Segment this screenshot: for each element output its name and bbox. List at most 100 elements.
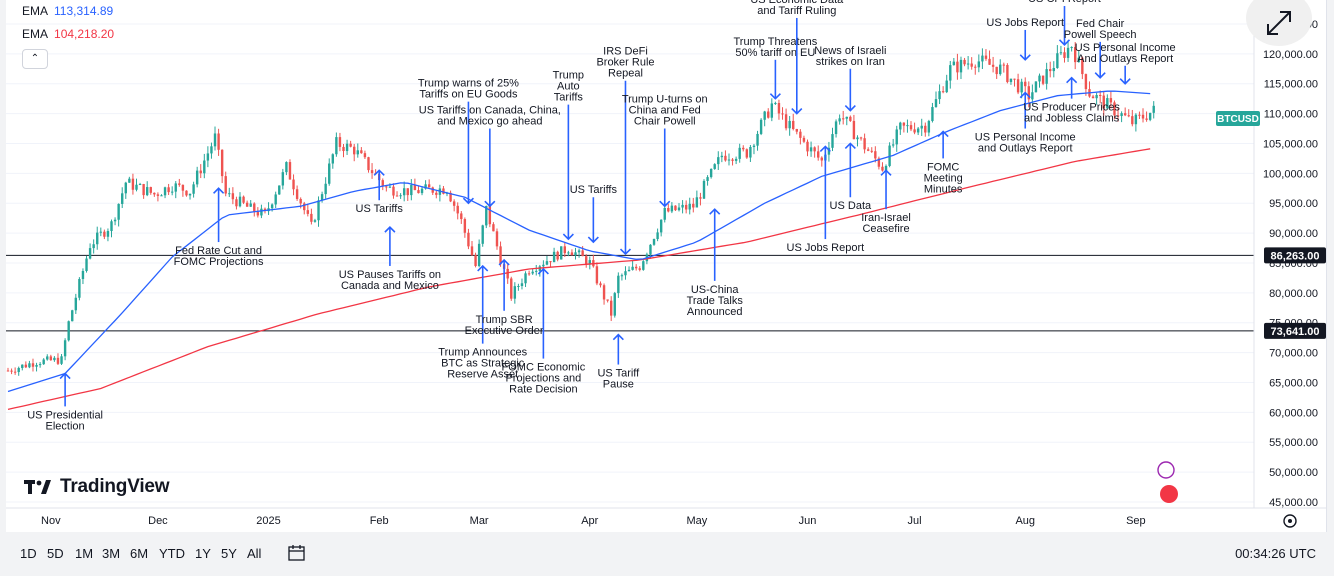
- candle-body: [192, 184, 195, 194]
- alert-badge-icon[interactable]: [1157, 461, 1175, 479]
- tradingview-logo[interactable]: TradingView: [24, 476, 170, 498]
- candle-body: [702, 180, 706, 199]
- candle-body: [1070, 47, 1073, 49]
- candle-body: [606, 299, 609, 301]
- ema-slow-legend[interactable]: EMA 104,218.20: [22, 27, 114, 41]
- candle-body: [1134, 114, 1138, 125]
- candle-body: [303, 203, 306, 211]
- expand-chart-button[interactable]: [1246, 0, 1312, 46]
- collapse-legend-button[interactable]: ⌃: [22, 49, 48, 69]
- range-3m-button[interactable]: 3M: [102, 546, 121, 561]
- range-5d-button[interactable]: 5D: [47, 546, 64, 561]
- annotation-label: US Presidential: [27, 409, 103, 421]
- candle-body: [242, 196, 245, 203]
- range-6m-button[interactable]: 6M: [130, 546, 149, 561]
- candle-body: [652, 239, 656, 245]
- candle-body: [617, 275, 620, 294]
- candle-body: [367, 157, 370, 171]
- candle-body: [817, 151, 820, 158]
- news-badge-icon[interactable]: [1160, 485, 1178, 503]
- annotation-label: Powell Speech: [1064, 29, 1137, 41]
- candle-body: [1098, 95, 1102, 97]
- range-1y-button[interactable]: 1Y: [195, 546, 211, 561]
- candle-body: [402, 188, 406, 196]
- candle-body: [670, 205, 674, 212]
- candle-body: [881, 166, 884, 171]
- range-1m-button[interactable]: 1M: [75, 546, 94, 561]
- y-tick-label: 95,000.00: [1269, 198, 1318, 210]
- x-axis[interactable]: Nov Dec 2025 Feb Mar Apr May Jun Jul Aug Sep: [6, 507, 1326, 527]
- range-5y-button[interactable]: 5Y: [221, 546, 237, 561]
- candle-body: [563, 246, 566, 254]
- settings-icon[interactable]: [1283, 514, 1297, 528]
- candle-body: [1131, 116, 1134, 125]
- candle-body: [178, 183, 181, 185]
- candle-body: [820, 157, 823, 161]
- candle-body: [531, 271, 534, 274]
- candle-body: [1084, 74, 1088, 90]
- candle-body: [784, 114, 788, 129]
- range-all-button[interactable]: All: [247, 546, 262, 561]
- candle-body: [213, 133, 217, 147]
- candle-body: [442, 188, 445, 194]
- candle-body: [627, 269, 631, 272]
- candle-body: [467, 232, 470, 247]
- y-tick-label: 70,000.00: [1269, 348, 1318, 360]
- candle-body: [834, 121, 838, 135]
- annotation-label: US Personal Income: [975, 132, 1076, 144]
- candle-body: [638, 268, 641, 270]
- date-range-icon[interactable]: [287, 544, 307, 562]
- candle-body: [53, 357, 56, 361]
- annotation-label: Trade Talks: [687, 295, 744, 307]
- range-1d-button[interactable]: 1D: [20, 546, 37, 561]
- candle-body: [542, 264, 545, 267]
- ema-slow-value: 104,218.20: [54, 27, 115, 41]
- annotation-label: US Tariff: [597, 368, 640, 380]
- range-ytd-button[interactable]: YTD: [159, 546, 185, 561]
- annotation-label: Reserve Asset: [447, 369, 518, 381]
- candle-body: [956, 61, 959, 73]
- candle-body: [185, 190, 188, 196]
- candle-body: [699, 197, 702, 199]
- candle-body: [1009, 78, 1013, 83]
- annotation-label: US Tariffs on Canada, China,: [419, 105, 561, 117]
- candle-body: [884, 165, 888, 171]
- utc-clock[interactable]: 00:34:26 UTC: [1235, 546, 1316, 561]
- candle-body: [709, 168, 713, 178]
- candle-body: [1113, 102, 1116, 116]
- candle-body: [659, 219, 663, 233]
- candle-body: [749, 147, 752, 158]
- candle-body: [1141, 114, 1145, 119]
- x-tick-label: May: [686, 515, 707, 527]
- ema-fast-legend[interactable]: EMA 113,314.89: [22, 4, 113, 18]
- annotation-arrowhead: [880, 169, 892, 176]
- candle-body: [549, 261, 552, 263]
- y-tick-label: 100,000.00: [1263, 168, 1318, 180]
- chart-panel[interactable]: 86,263.00 73,641.00 US Presidential Electi…: [6, 0, 1327, 532]
- annotation-arrowhead: [213, 187, 225, 194]
- candle-body: [160, 195, 163, 197]
- annotation-arrowhead: [562, 233, 574, 241]
- annotation-label: and Tariff Ruling: [757, 5, 836, 17]
- annotation-arrowhead: [844, 142, 856, 150]
- candle-body: [634, 266, 638, 269]
- annotation-label: Ceasefire: [862, 223, 909, 235]
- candle-body: [1038, 75, 1041, 82]
- candle-body: [499, 246, 502, 265]
- chart-svg[interactable]: 86,263.00 73,641.00 US PresidentialElecti…: [6, 0, 1326, 532]
- candle-body: [88, 248, 92, 259]
- candle-body: [331, 154, 334, 164]
- price-level-tag: [1264, 247, 1326, 264]
- candle-body: [413, 184, 417, 191]
- candle-body: [206, 153, 210, 161]
- candle-body: [681, 204, 684, 208]
- annotation-arrowhead: [1119, 78, 1131, 85]
- candle-body: [349, 143, 352, 147]
- candle-body: [92, 244, 95, 249]
- candle-body: [913, 129, 916, 133]
- candle-body: [274, 194, 277, 205]
- candle-body: [370, 170, 374, 174]
- candle-body: [85, 258, 88, 271]
- candle-body: [774, 102, 777, 104]
- candle-body: [906, 125, 909, 127]
